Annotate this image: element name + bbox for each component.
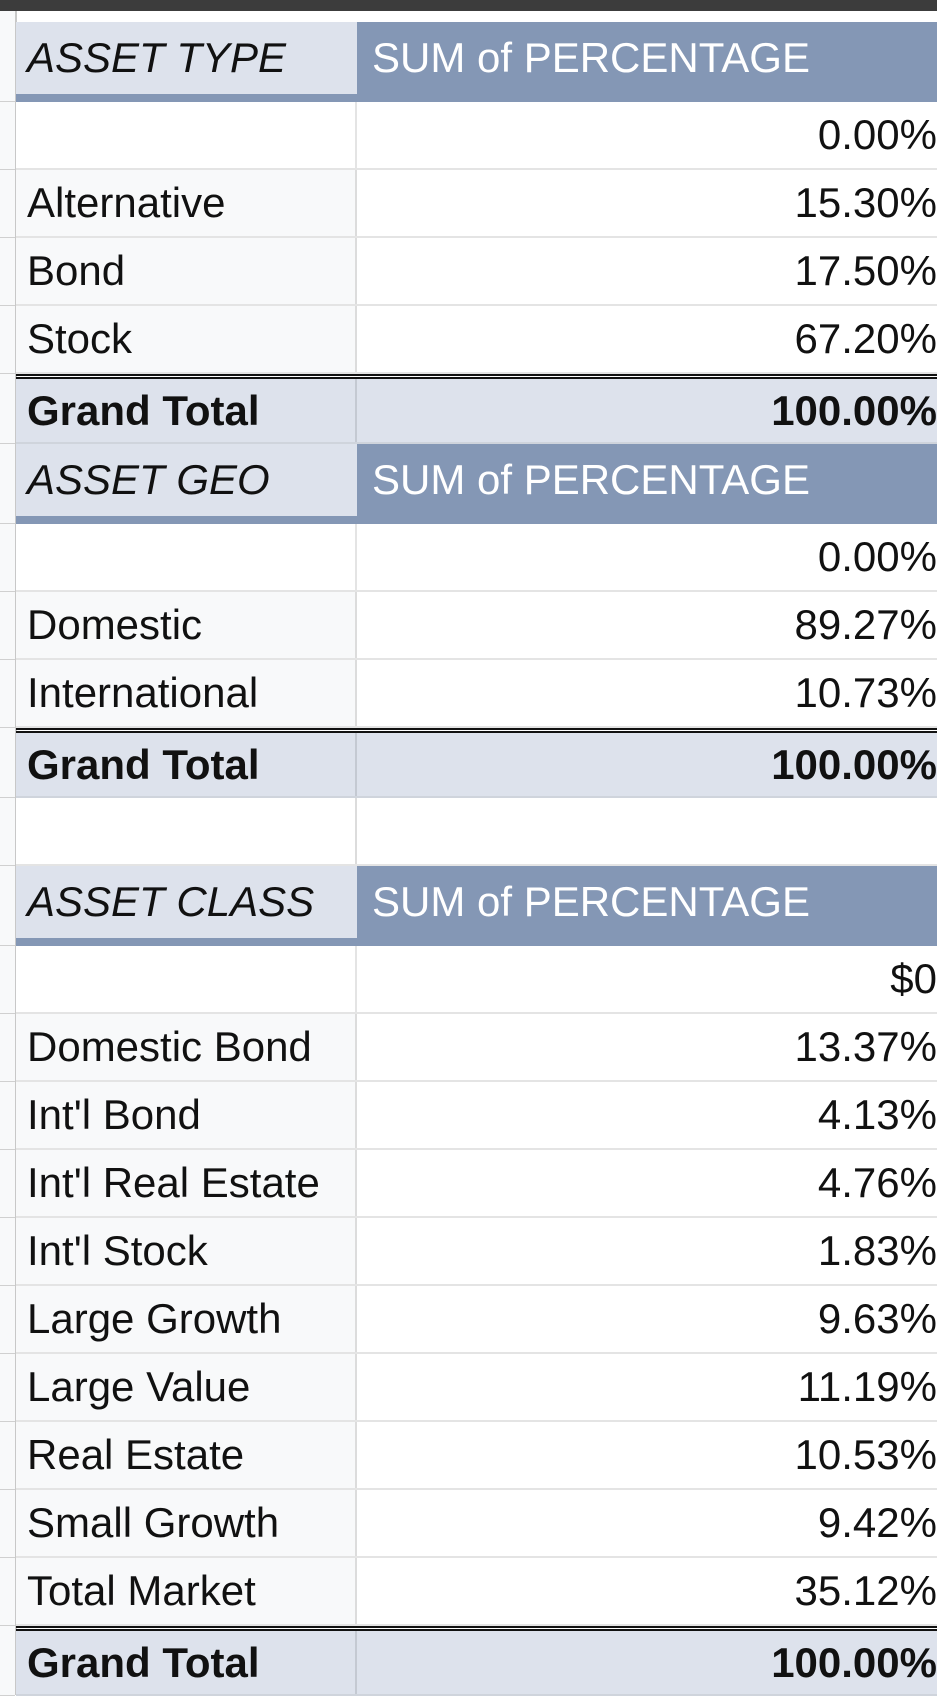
row-label-cell[interactable]: Small Growth bbox=[16, 1490, 357, 1556]
pivot-value-header[interactable]: SUM of PERCENTAGE bbox=[357, 22, 937, 94]
table-row: Small Growth 9.42% bbox=[16, 1490, 937, 1558]
grand-total-label[interactable]: Grand Total bbox=[16, 1631, 357, 1694]
row-divider bbox=[0, 1285, 15, 1286]
row-divider bbox=[0, 169, 15, 170]
row-label-cell[interactable]: International bbox=[16, 660, 357, 726]
value-cell[interactable]: 9.42% bbox=[357, 1490, 937, 1556]
value-cell[interactable]: 0.00% bbox=[357, 102, 937, 168]
row-label-cell[interactable]: Alternative bbox=[16, 170, 357, 236]
grand-total-label[interactable]: Grand Total bbox=[16, 379, 357, 442]
row-label-cell[interactable]: Real Estate bbox=[16, 1422, 357, 1488]
row-label-cell[interactable] bbox=[16, 524, 357, 590]
row-label-cell[interactable]: Total Market bbox=[16, 1558, 357, 1624]
table-row: $0 bbox=[16, 946, 937, 1014]
table-row: Alternative 15.30% bbox=[16, 170, 937, 238]
pivot-row-field-header[interactable]: ASSET GEO bbox=[16, 444, 357, 516]
row-divider bbox=[0, 591, 15, 592]
value-cell[interactable]: 9.63% bbox=[357, 1286, 937, 1352]
pivot-row-field-header[interactable]: ASSET TYPE bbox=[16, 22, 357, 94]
grand-total-label[interactable]: Grand Total bbox=[16, 733, 357, 796]
row-divider bbox=[0, 1013, 15, 1014]
value-cell[interactable]: $0 bbox=[357, 946, 937, 1012]
empty-cell[interactable] bbox=[357, 798, 937, 864]
value-cell[interactable]: 35.12% bbox=[357, 1558, 937, 1624]
value-cell[interactable]: 89.27% bbox=[357, 592, 937, 658]
pivot-tables-grid: ASSET TYPE SUM of PERCENTAGE 0.00% Alter… bbox=[16, 22, 937, 1696]
row-header-gutter[interactable] bbox=[0, 11, 17, 1696]
row-divider bbox=[0, 1149, 15, 1150]
grand-total-row: Grand Total 100.00% bbox=[16, 1626, 937, 1696]
toolbar-edge bbox=[0, 0, 937, 11]
row-divider bbox=[0, 727, 15, 728]
table-row: Stock 67.20% bbox=[16, 306, 937, 374]
value-cell[interactable]: 15.30% bbox=[357, 170, 937, 236]
pivot-value-header[interactable]: SUM of PERCENTAGE bbox=[357, 444, 937, 516]
row-divider bbox=[0, 1353, 15, 1354]
value-cell[interactable]: 0.00% bbox=[357, 524, 937, 590]
table-row: Real Estate 10.53% bbox=[16, 1422, 937, 1490]
table-row: Large Value 11.19% bbox=[16, 1354, 937, 1422]
row-label-cell[interactable]: Domestic Bond bbox=[16, 1014, 357, 1080]
row-divider bbox=[0, 1625, 15, 1626]
empty-cell[interactable] bbox=[16, 798, 357, 864]
row-divider bbox=[0, 1557, 15, 1558]
table-row: Int'l Stock 1.83% bbox=[16, 1218, 937, 1286]
table-row: 0.00% bbox=[16, 102, 937, 170]
table-row: Large Growth 9.63% bbox=[16, 1286, 937, 1354]
row-divider bbox=[0, 1421, 15, 1422]
table-row: International 10.73% bbox=[16, 660, 937, 728]
row-divider bbox=[0, 373, 15, 374]
row-divider bbox=[0, 305, 15, 306]
row-label-cell[interactable]: Large Growth bbox=[16, 1286, 357, 1352]
value-cell[interactable]: 1.83% bbox=[357, 1218, 937, 1284]
row-divider bbox=[0, 1489, 15, 1490]
row-divider bbox=[0, 659, 15, 660]
row-label-cell[interactable]: Int'l Stock bbox=[16, 1218, 357, 1284]
table-row: Bond 17.50% bbox=[16, 238, 937, 306]
row-divider bbox=[0, 1217, 15, 1218]
row-label-cell[interactable]: Domestic bbox=[16, 592, 357, 658]
row-label-cell[interactable]: Int'l Real Estate bbox=[16, 1150, 357, 1216]
row-divider bbox=[0, 945, 15, 946]
pivot-header-row: ASSET GEO SUM of PERCENTAGE bbox=[16, 444, 937, 524]
value-cell[interactable]: 11.19% bbox=[357, 1354, 937, 1420]
table-row: Domestic Bond 13.37% bbox=[16, 1014, 937, 1082]
value-cell[interactable]: 10.73% bbox=[357, 660, 937, 726]
grand-total-row: Grand Total 100.00% bbox=[16, 728, 937, 798]
row-divider bbox=[0, 443, 15, 444]
row-label-cell[interactable]: Bond bbox=[16, 238, 357, 304]
row-label-cell[interactable]: Large Value bbox=[16, 1354, 357, 1420]
row-label-cell[interactable]: Int'l Bond bbox=[16, 1082, 357, 1148]
pivot-header-row: ASSET CLASS SUM of PERCENTAGE bbox=[16, 866, 937, 946]
row-divider bbox=[0, 865, 15, 866]
pivot-header-row: ASSET TYPE SUM of PERCENTAGE bbox=[16, 22, 937, 102]
value-cell[interactable]: 13.37% bbox=[357, 1014, 937, 1080]
grand-total-row: Grand Total 100.00% bbox=[16, 374, 937, 444]
table-row: Int'l Bond 4.13% bbox=[16, 1082, 937, 1150]
table-row: Domestic 89.27% bbox=[16, 592, 937, 660]
value-cell[interactable]: 4.76% bbox=[357, 1150, 937, 1216]
table-row: Total Market 35.12% bbox=[16, 1558, 937, 1626]
table-row: 0.00% bbox=[16, 524, 937, 592]
empty-row bbox=[16, 798, 937, 866]
row-divider bbox=[0, 101, 15, 102]
row-divider bbox=[0, 1081, 15, 1082]
row-label-cell[interactable] bbox=[16, 102, 357, 168]
row-label-cell[interactable] bbox=[16, 946, 357, 1012]
value-cell[interactable]: 4.13% bbox=[357, 1082, 937, 1148]
value-cell[interactable]: 17.50% bbox=[357, 238, 937, 304]
grand-total-value[interactable]: 100.00% bbox=[357, 733, 937, 796]
pivot-value-header[interactable]: SUM of PERCENTAGE bbox=[357, 866, 937, 938]
grand-total-value[interactable]: 100.00% bbox=[357, 1631, 937, 1694]
row-divider bbox=[0, 797, 15, 798]
row-divider bbox=[0, 523, 15, 524]
row-label-cell[interactable]: Stock bbox=[16, 306, 357, 372]
value-cell[interactable]: 67.20% bbox=[357, 306, 937, 372]
table-row: Int'l Real Estate 4.76% bbox=[16, 1150, 937, 1218]
row-divider bbox=[0, 237, 15, 238]
value-cell[interactable]: 10.53% bbox=[357, 1422, 937, 1488]
grand-total-value[interactable]: 100.00% bbox=[357, 379, 937, 442]
pivot-row-field-header[interactable]: ASSET CLASS bbox=[16, 866, 357, 938]
